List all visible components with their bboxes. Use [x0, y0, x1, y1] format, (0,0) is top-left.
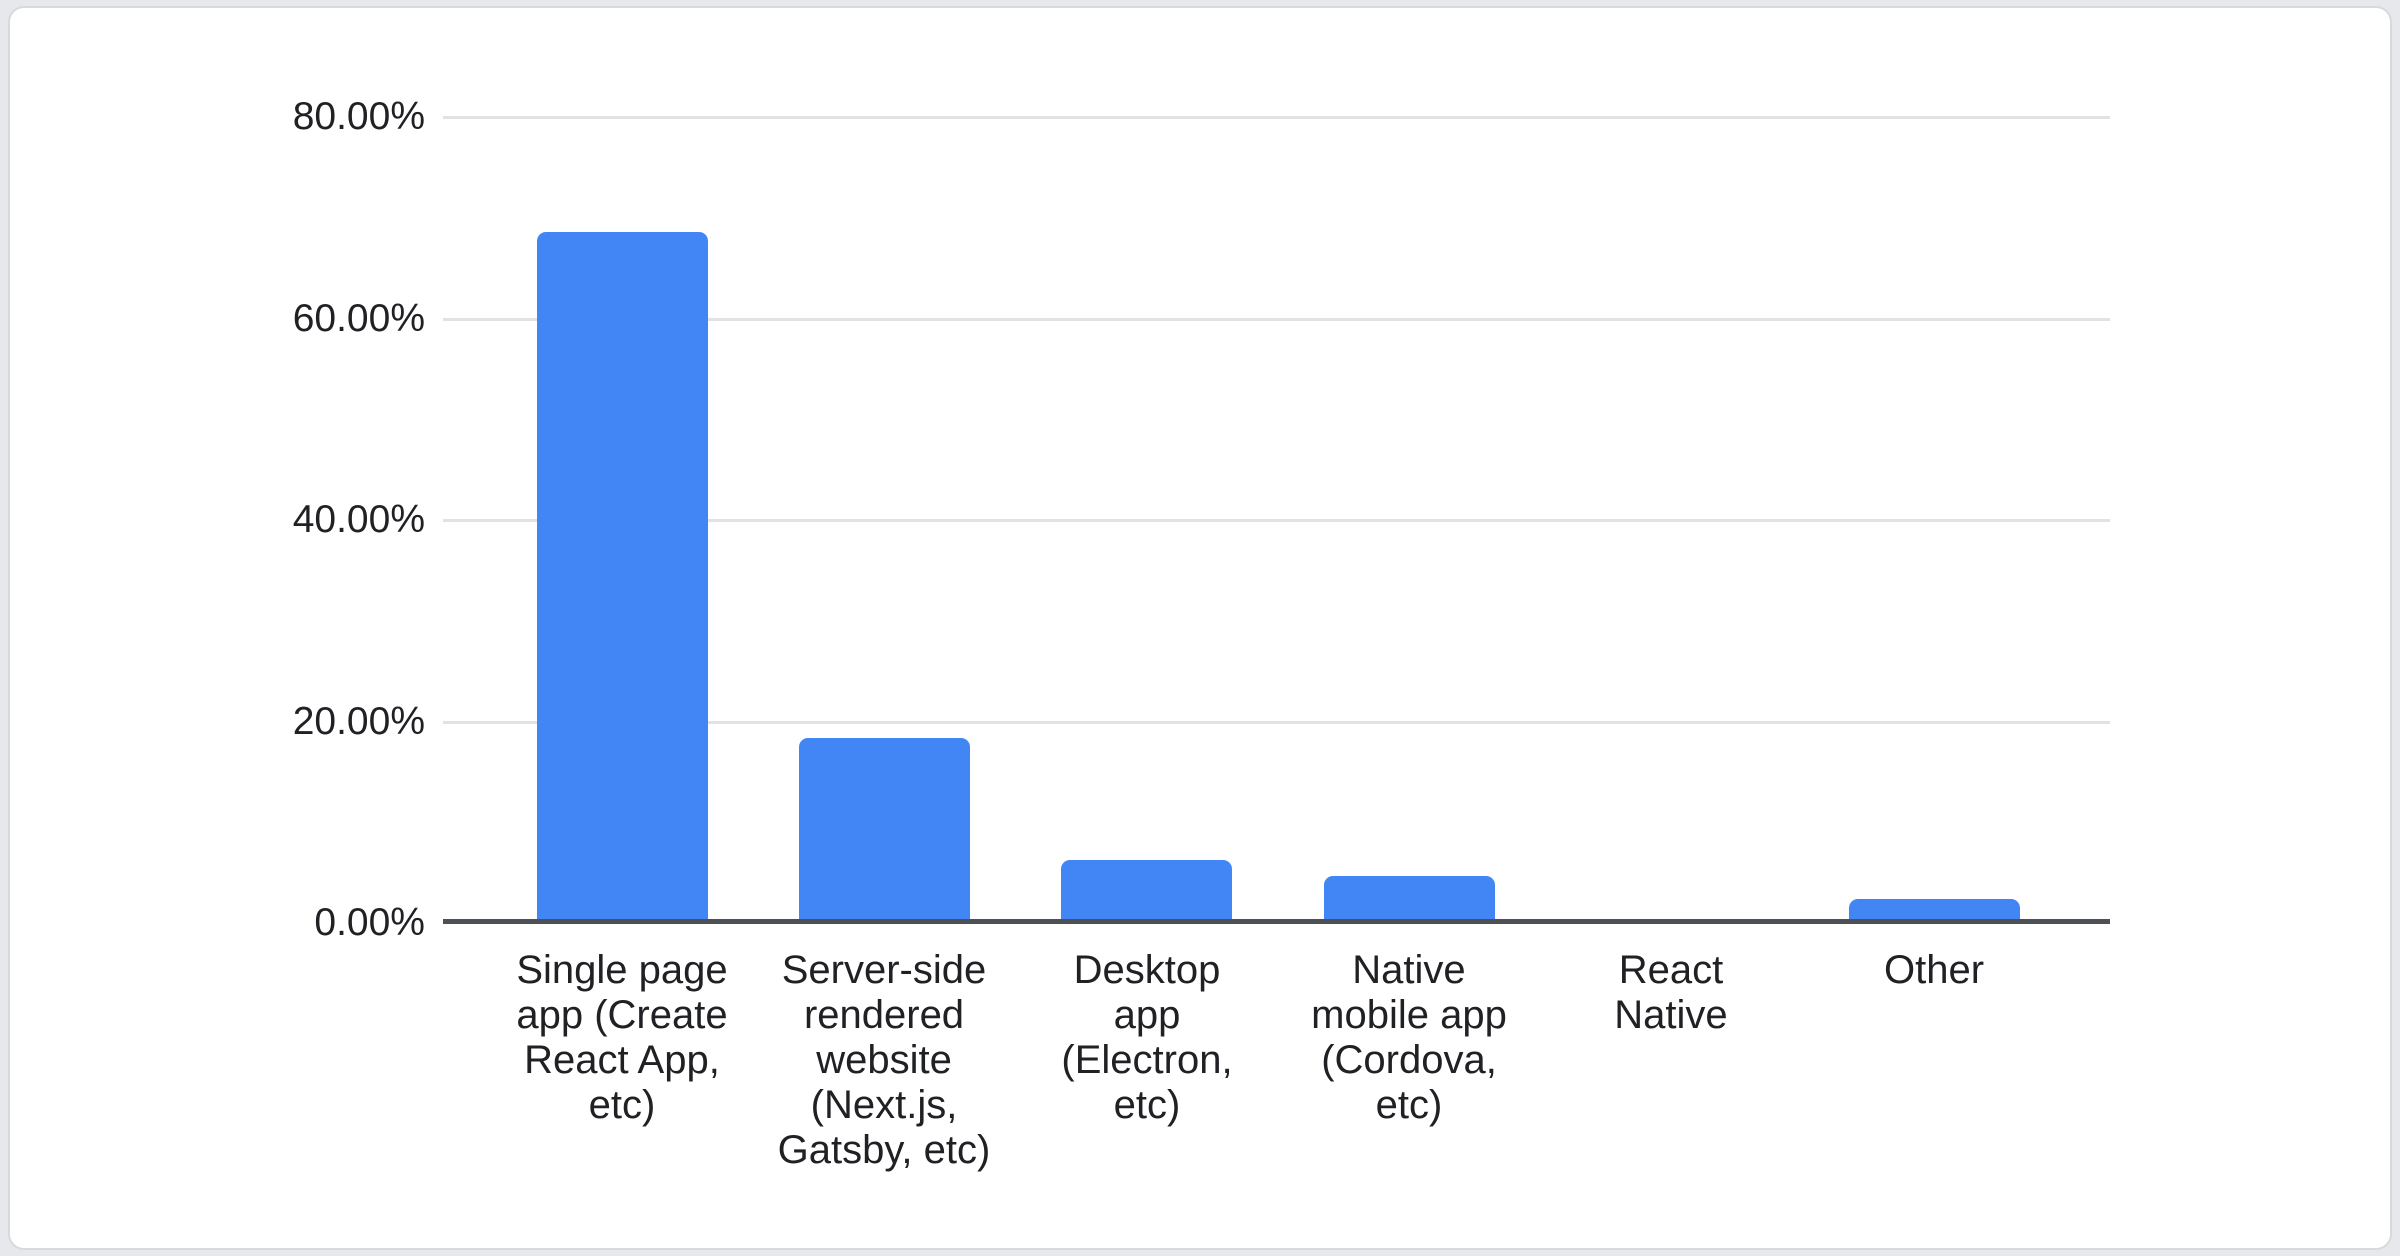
- bar-native-mobile-app: [1324, 876, 1495, 923]
- x-axis-category-label-desktop-app: Desktop app (Electron, etc): [1061, 948, 1233, 1127]
- x-axis-category-label-react-native: React Native: [1614, 948, 1728, 1037]
- x-axis-line: [443, 919, 2110, 924]
- gridline-20: [443, 720, 2110, 724]
- bar-single-page-app: [537, 232, 708, 923]
- bar-desktop-app: [1061, 860, 1232, 923]
- y-axis-tick-label: 60.00%: [292, 296, 425, 340]
- y-axis-tick-label: 40.00%: [292, 498, 425, 541]
- gridline-80: [443, 116, 2110, 119]
- x-axis-category-label-other: Other: [1883, 948, 1985, 992]
- gridline-40: [443, 519, 2110, 522]
- x-axis-category-label-server-side-rendered-website: Server-side rendered website (Next.js, G…: [777, 948, 991, 1172]
- x-axis-category-label-native-mobile-app: Native mobile app (Cordova, etc): [1311, 948, 1507, 1127]
- gridline-60: [443, 317, 2110, 321]
- x-axis-category-label-single-page-app: Single page app (Create React App, etc): [516, 948, 728, 1127]
- chart-card: [8, 6, 2392, 1250]
- y-axis-tick-label: 20.00%: [292, 699, 425, 743]
- y-axis-tick-label: 80.00%: [292, 95, 425, 138]
- bar-server-side-rendered-website: [799, 738, 970, 923]
- y-axis-tick-label: 0.00%: [314, 901, 425, 944]
